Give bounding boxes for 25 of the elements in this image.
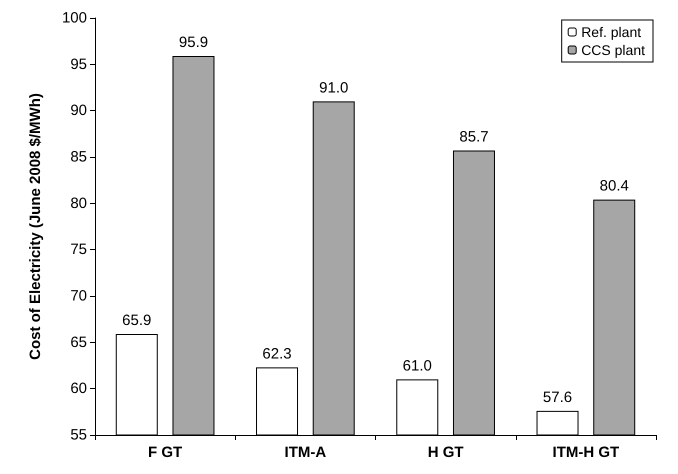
data-label: 61.0 <box>402 357 432 374</box>
x-tick-label: ITM-H GT <box>552 444 620 461</box>
data-label: 65.9 <box>122 312 152 329</box>
y-tick-label: 85 <box>70 148 87 166</box>
y-tick-label: 60 <box>70 380 87 398</box>
data-label: 80.4 <box>600 178 629 195</box>
data-label: 85.7 <box>459 128 489 146</box>
y-tick-label: 95 <box>70 56 87 73</box>
y-tick-label: 80 <box>70 194 87 212</box>
y-tick-label: 65 <box>70 334 87 351</box>
legend-label: Ref. plant <box>581 24 642 40</box>
x-tick-label: F GT <box>148 444 182 461</box>
y-axis-title: Cost of Electricity (June 2008 $/MWh) <box>27 93 44 360</box>
y-tick-label: 70 <box>70 288 87 304</box>
y-tick-label: 100 <box>62 10 87 26</box>
y-tick-label: 90 <box>70 102 87 120</box>
legend-label: CCS plant <box>581 42 646 58</box>
y-tick-label: 55 <box>70 426 87 444</box>
data-label: 62.3 <box>262 345 292 362</box>
x-tick-label: H GT <box>428 444 464 461</box>
data-label: 91.0 <box>319 79 348 96</box>
data-label: 95.9 <box>178 34 208 51</box>
y-tick-label: 75 <box>70 241 87 258</box>
x-tick-label: ITM-A <box>284 444 326 461</box>
data-label: 57.6 <box>542 388 572 406</box>
